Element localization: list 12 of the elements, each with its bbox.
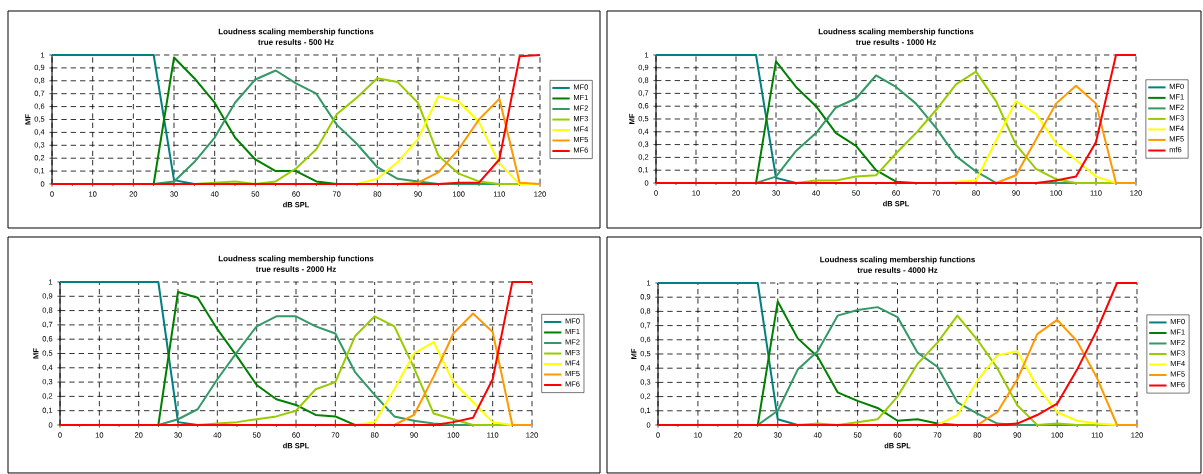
line-series bbox=[995, 84, 1137, 184]
chart-subtitle: true results - 2000 Hz bbox=[255, 266, 336, 272]
line-series bbox=[393, 312, 533, 426]
line-series bbox=[936, 350, 1119, 426]
chart-subtitle: true results - 500 Hz bbox=[258, 39, 334, 45]
chart-title: Loudness scaling membership functions bbox=[218, 255, 374, 263]
chart-subtitle: true results - 4000 Hz bbox=[857, 267, 938, 273]
chart-title: Loudness scaling membership functions bbox=[818, 28, 974, 36]
chart-subtitle: true results - 1000 Hz bbox=[855, 39, 936, 45]
chart-title: Loudness scaling membership functions bbox=[820, 256, 975, 264]
line-series bbox=[976, 318, 1138, 426]
chart-title: Loudness scaling membership functions bbox=[218, 28, 374, 36]
